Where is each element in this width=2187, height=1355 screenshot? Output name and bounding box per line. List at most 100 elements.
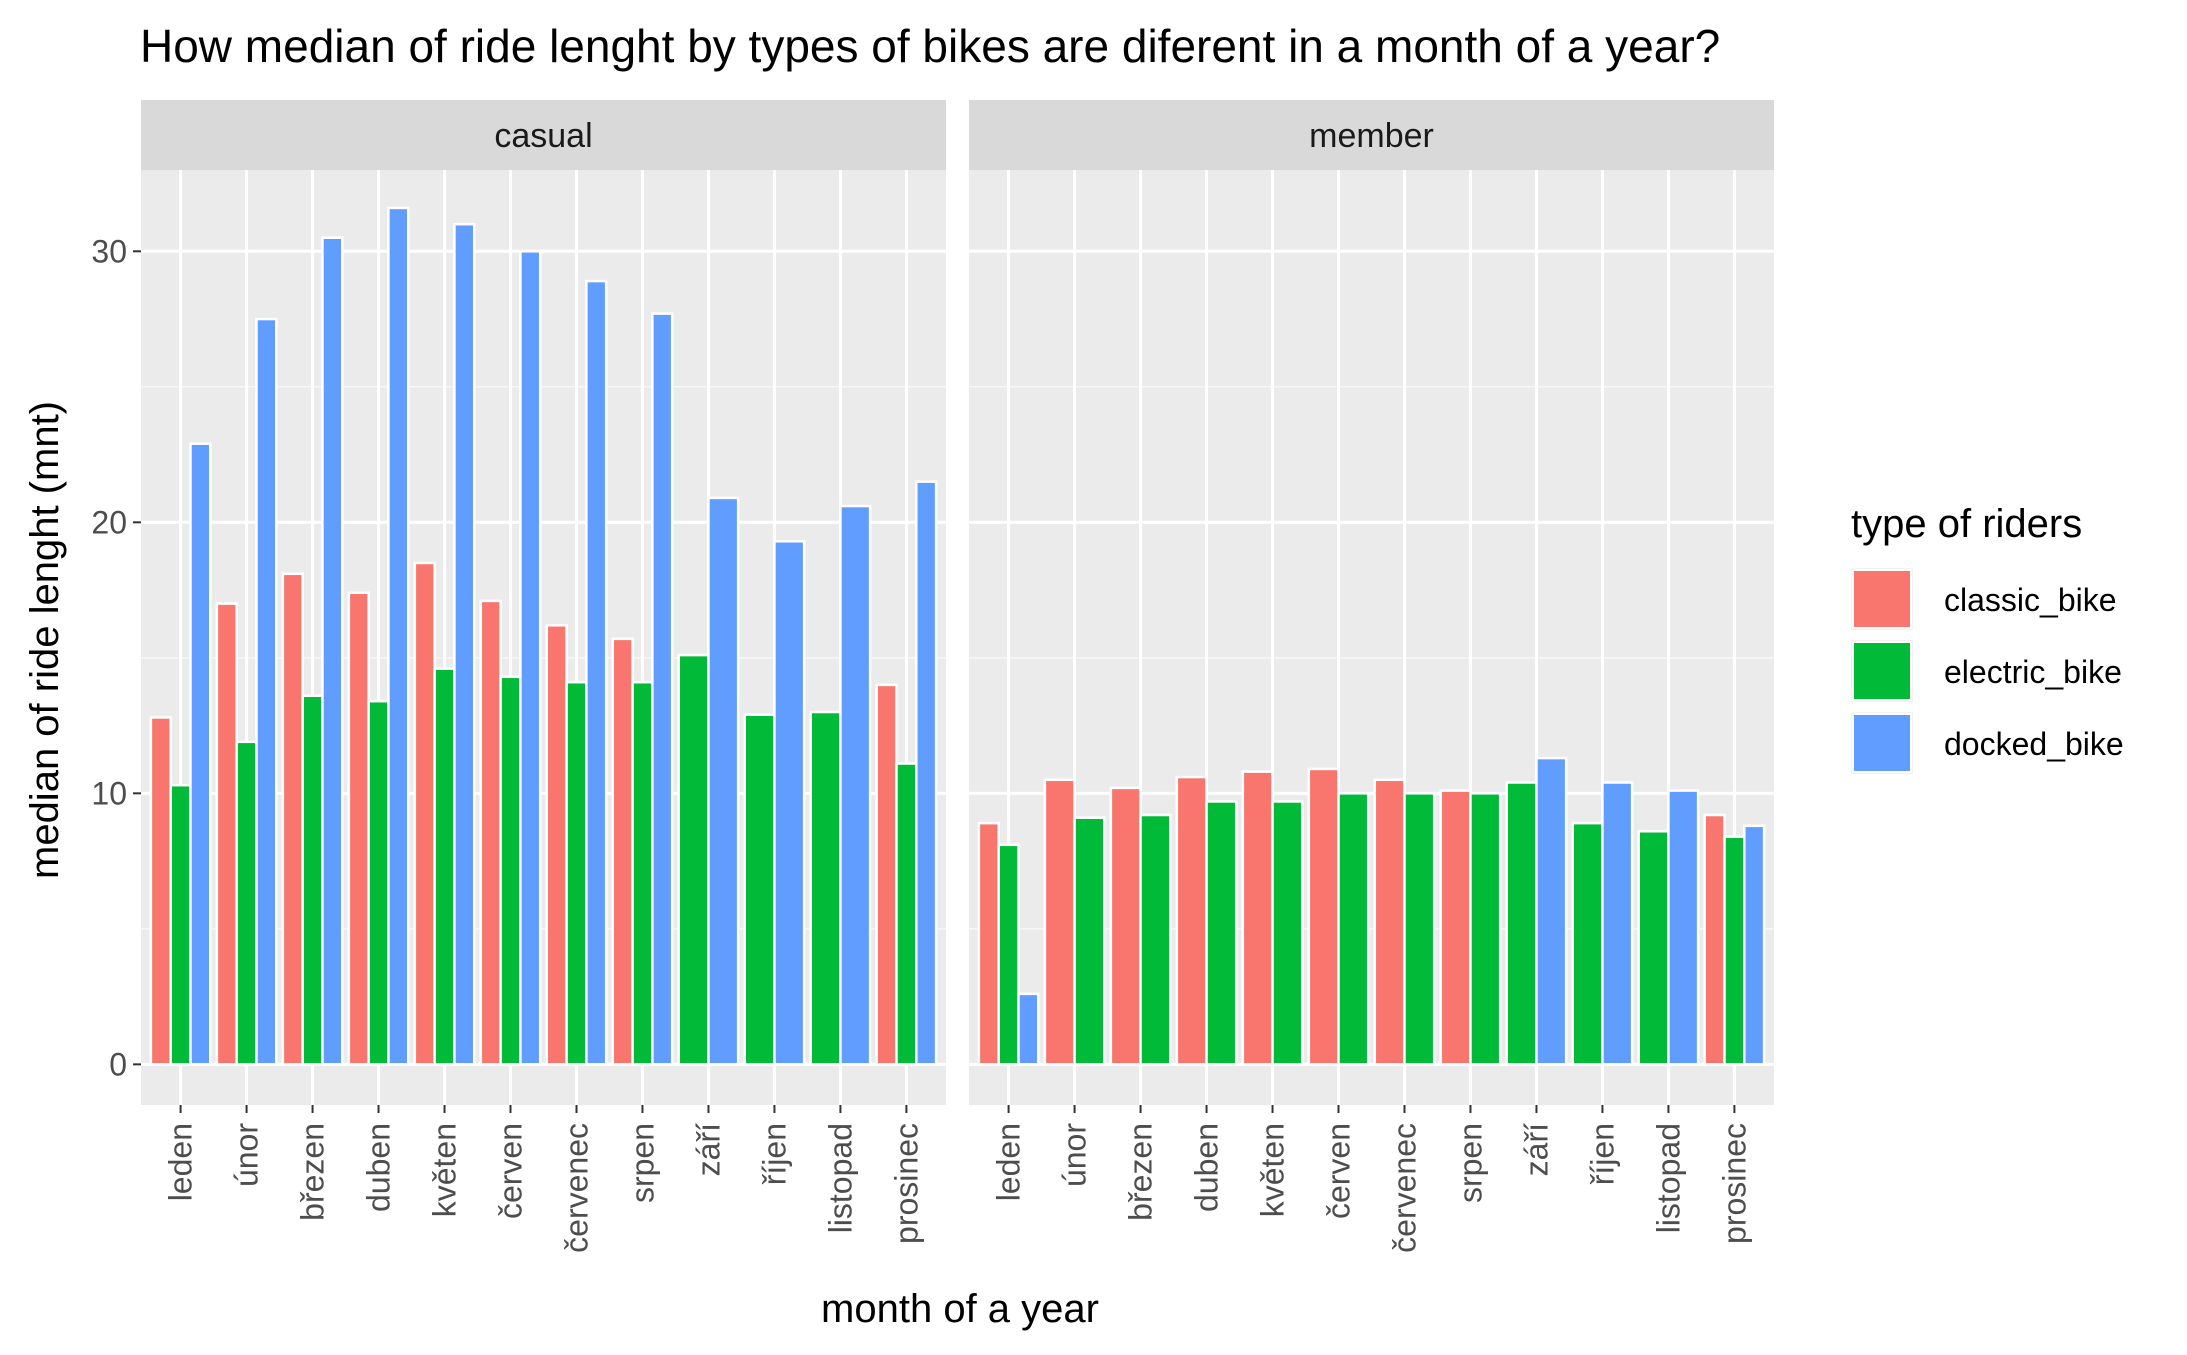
bar-member-září-docked_bike: [1535, 756, 1568, 1066]
bar-member-srpen-electric_bike: [1469, 792, 1502, 1066]
bar-casual-srpen-docked_bike: [651, 312, 674, 1066]
bar-member-květen-classic_bike: [1241, 770, 1274, 1066]
bar-casual-leden-docked_bike: [189, 442, 212, 1066]
bar-member-leden-electric_bike: [997, 843, 1020, 1066]
bar-member-prosinec-docked_bike: [1743, 824, 1766, 1066]
x-tick-label: březen: [295, 1123, 331, 1221]
bar-member-listopad-docked_bike: [1667, 789, 1700, 1066]
bar-casual-duben-docked_bike: [387, 206, 410, 1066]
bar-casual-květen-classic_bike: [413, 561, 436, 1066]
bar-member-březen-classic_bike: [1109, 786, 1142, 1066]
legend-swatch-docked_bike: [1852, 713, 1912, 773]
bar-member-duben-electric_bike: [1205, 800, 1238, 1066]
facet-strip: [141, 100, 946, 170]
bar-casual-únor-classic_bike: [215, 602, 238, 1066]
legend-label-classic_bike: classic_bike: [1944, 582, 2117, 618]
legend-label-electric_bike: electric_bike: [1944, 654, 2122, 690]
x-tick-label: prosinec: [888, 1123, 924, 1244]
bar-casual-leden-classic_bike: [149, 716, 172, 1066]
bar-casual-prosinec-electric_bike: [895, 762, 918, 1066]
bar-member-prosinec-electric_bike: [1723, 835, 1746, 1066]
x-tick-label: listopad: [822, 1123, 858, 1233]
bar-casual-březen-electric_bike: [301, 694, 324, 1066]
x-tick-label: březen: [1123, 1123, 1159, 1221]
bar-casual-červenec-docked_bike: [585, 279, 608, 1066]
x-tick-label: září: [690, 1123, 726, 1176]
x-tick-label: červenec: [558, 1123, 594, 1253]
x-tick-label: červenec: [1386, 1123, 1422, 1253]
legend-swatch-electric_bike: [1852, 641, 1912, 701]
chart-title: How median of ride lenght by types of bi…: [140, 20, 1720, 72]
bar-casual-květen-electric_bike: [433, 667, 456, 1066]
x-tick-label: leden: [991, 1123, 1027, 1201]
legend-label-docked_bike: docked_bike: [1944, 726, 2124, 762]
bar-member-březen-electric_bike: [1139, 813, 1172, 1066]
bar-member-únor-classic_bike: [1043, 778, 1076, 1066]
bar-casual-srpen-electric_bike: [631, 680, 654, 1066]
bar-casual-listopad-docked_bike: [839, 504, 872, 1066]
bar-member-duben-classic_bike: [1175, 775, 1208, 1066]
bar-casual-prosinec-classic_bike: [875, 683, 898, 1066]
bar-casual-červen-docked_bike: [519, 250, 542, 1066]
bar-member-prosinec-classic_bike: [1703, 813, 1726, 1066]
bar-casual-duben-classic_bike: [347, 591, 370, 1066]
bar-member-říjen-electric_bike: [1571, 821, 1604, 1066]
x-tick-label: srpen: [624, 1123, 660, 1203]
x-tick-label: říjen: [756, 1123, 792, 1185]
bar-member-leden-classic_bike: [977, 821, 1000, 1066]
x-tick-label: duben: [1189, 1123, 1225, 1212]
bar-casual-březen-docked_bike: [321, 236, 344, 1066]
bar-member-červenec-electric_bike: [1403, 792, 1436, 1066]
panel-member: member leden únor březen duben květen červen če…: [969, 100, 1774, 1253]
bar-member-květen-electric_bike: [1271, 800, 1304, 1066]
legend-title: type of riders: [1851, 502, 2082, 546]
bar-member-listopad-electric_bike: [1637, 830, 1670, 1066]
bar-casual-prosinec-docked_bike: [915, 480, 938, 1066]
y-axis-title: median of ride lenght (mnt): [23, 401, 67, 879]
bar-member-červen-electric_bike: [1337, 792, 1370, 1066]
x-tick-label: říjen: [1584, 1123, 1620, 1185]
facet-strip: [969, 100, 1774, 170]
facet-strip-label: casual: [494, 117, 592, 155]
bar-casual-říjen-electric_bike: [743, 713, 776, 1066]
x-tick-label: únor: [229, 1123, 265, 1187]
x-tick-label: září: [1518, 1123, 1554, 1176]
bar-casual-červen-classic_bike: [479, 599, 502, 1066]
legend: type of riders classic_bike electric_bike…: [1851, 502, 2124, 774]
bar-casual-červen-electric_bike: [499, 675, 522, 1066]
bar-casual-březen-classic_bike: [281, 572, 304, 1066]
bar-member-srpen-classic_bike: [1439, 789, 1472, 1066]
bar-casual-červenec-classic_bike: [545, 624, 568, 1066]
x-tick-label: prosinec: [1716, 1123, 1752, 1244]
legend-swatch-classic_bike: [1852, 569, 1912, 629]
bar-casual-červenec-electric_bike: [565, 680, 588, 1066]
bar-casual-říjen-docked_bike: [773, 540, 806, 1066]
panels-layer: casual leden únor březen duben květen červen če…: [141, 100, 1774, 1253]
bar-casual-únor-docked_bike: [255, 317, 278, 1066]
bar-member-září-electric_bike: [1505, 781, 1538, 1066]
x-tick-label: srpen: [1452, 1123, 1488, 1203]
bar-casual-srpen-classic_bike: [611, 637, 634, 1066]
bar-member-červen-classic_bike: [1307, 767, 1340, 1066]
x-tick-label: květen: [427, 1123, 463, 1217]
bar-casual-duben-electric_bike: [367, 699, 390, 1066]
y-tick-label: 20: [91, 504, 127, 540]
bar-casual-září-docked_bike: [707, 496, 740, 1066]
y-tick-label: 30: [91, 233, 127, 269]
x-tick-label: leden: [163, 1123, 199, 1201]
bar-casual-září-electric_bike: [677, 653, 710, 1066]
bar-casual-listopad-electric_bike: [809, 710, 842, 1066]
panel-casual: casual leden únor březen duben květen červen če…: [141, 100, 946, 1253]
y-axis: 0 10 20 30: [91, 233, 141, 1082]
bar-casual-únor-electric_bike: [235, 740, 258, 1066]
x-tick-label: červen: [1321, 1123, 1357, 1219]
bar-casual-leden-electric_bike: [169, 783, 192, 1066]
x-tick-label: květen: [1255, 1123, 1291, 1217]
x-tick-label: únor: [1057, 1123, 1093, 1187]
x-tick-label: duben: [361, 1123, 397, 1212]
x-tick-label: listopad: [1650, 1123, 1686, 1233]
bar-member-říjen-docked_bike: [1601, 781, 1634, 1066]
facet-strip-label: member: [1309, 117, 1434, 155]
